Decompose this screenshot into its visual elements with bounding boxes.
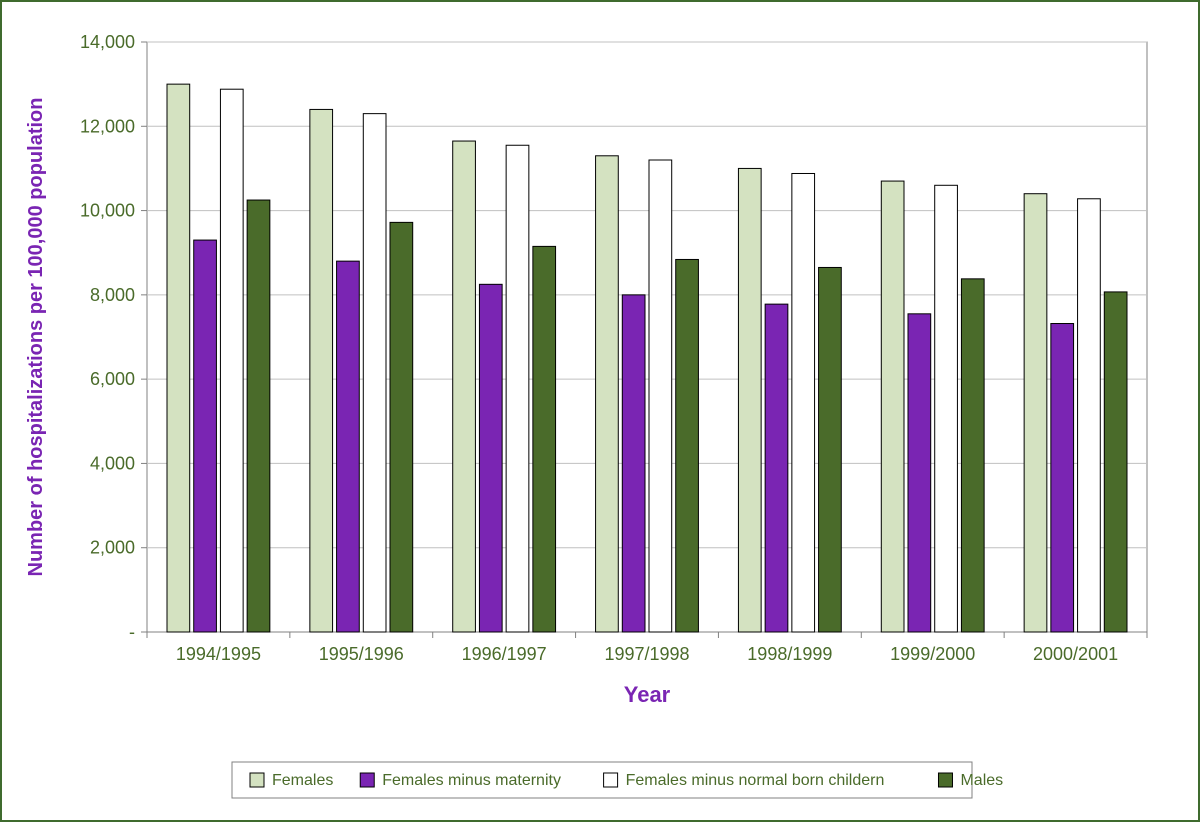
y-tick-label: -: [129, 622, 135, 642]
bar: [1024, 194, 1047, 632]
legend-label: Females minus normal born childern: [626, 772, 885, 789]
x-axis-label: Year: [624, 682, 671, 707]
bar: [792, 173, 815, 632]
bar: [220, 89, 243, 632]
x-tick-label: 1996/1997: [462, 644, 547, 664]
bar: [819, 267, 842, 632]
bar: [506, 145, 529, 632]
legend-swatch: [250, 773, 264, 787]
bar: [533, 246, 556, 632]
bar: [337, 261, 360, 632]
legend-label: Females: [272, 772, 333, 789]
bar: [167, 84, 190, 632]
x-tick-label: 1994/1995: [176, 644, 261, 664]
bar: [479, 284, 502, 632]
bar: [738, 168, 761, 632]
bar: [935, 185, 958, 632]
y-tick-label: 8,000: [90, 285, 135, 305]
bar: [390, 222, 413, 632]
bar: [453, 141, 476, 632]
chart-frame: - 2,000 4,000 6,000 8,000 10,000 12,000 14,000 N…: [0, 0, 1200, 822]
bar: [961, 279, 984, 632]
legend-label: Males: [960, 772, 1003, 789]
bar: [1051, 324, 1074, 632]
x-tick-label: 1997/1998: [604, 644, 689, 664]
y-tick-label: 14,000: [80, 32, 135, 52]
legend-swatch: [360, 773, 374, 787]
legend-swatch: [604, 773, 618, 787]
bar: [363, 114, 386, 632]
x-tick-label: 1999/2000: [890, 644, 975, 664]
bar: [649, 160, 672, 632]
bar: [765, 304, 788, 632]
y-tick-label: 10,000: [80, 201, 135, 221]
bar: [1078, 199, 1101, 632]
y-tick-label: 4,000: [90, 453, 135, 473]
x-tick-label: 1998/1999: [747, 644, 832, 664]
bar: [194, 240, 217, 632]
y-tick-label: 2,000: [90, 538, 135, 558]
bar: [1104, 292, 1127, 632]
x-tick-label: 1995/1996: [319, 644, 404, 664]
bar: [676, 259, 699, 632]
x-tick-label: 2000/2001: [1033, 644, 1118, 664]
y-tick-label: 6,000: [90, 369, 135, 389]
bar: [247, 200, 270, 632]
bar: [881, 181, 904, 632]
legend-swatch: [938, 773, 952, 787]
bar: [908, 314, 931, 632]
y-axis-label: Number of hospitalizations per 100,000 p…: [25, 98, 47, 577]
bar-chart: - 2,000 4,000 6,000 8,000 10,000 12,000 14,000 N…: [2, 2, 1200, 824]
bar: [596, 156, 619, 632]
bar: [622, 295, 645, 632]
bar: [310, 109, 333, 632]
y-tick-label: 12,000: [80, 116, 135, 136]
legend-label: Females minus maternity: [382, 772, 561, 789]
